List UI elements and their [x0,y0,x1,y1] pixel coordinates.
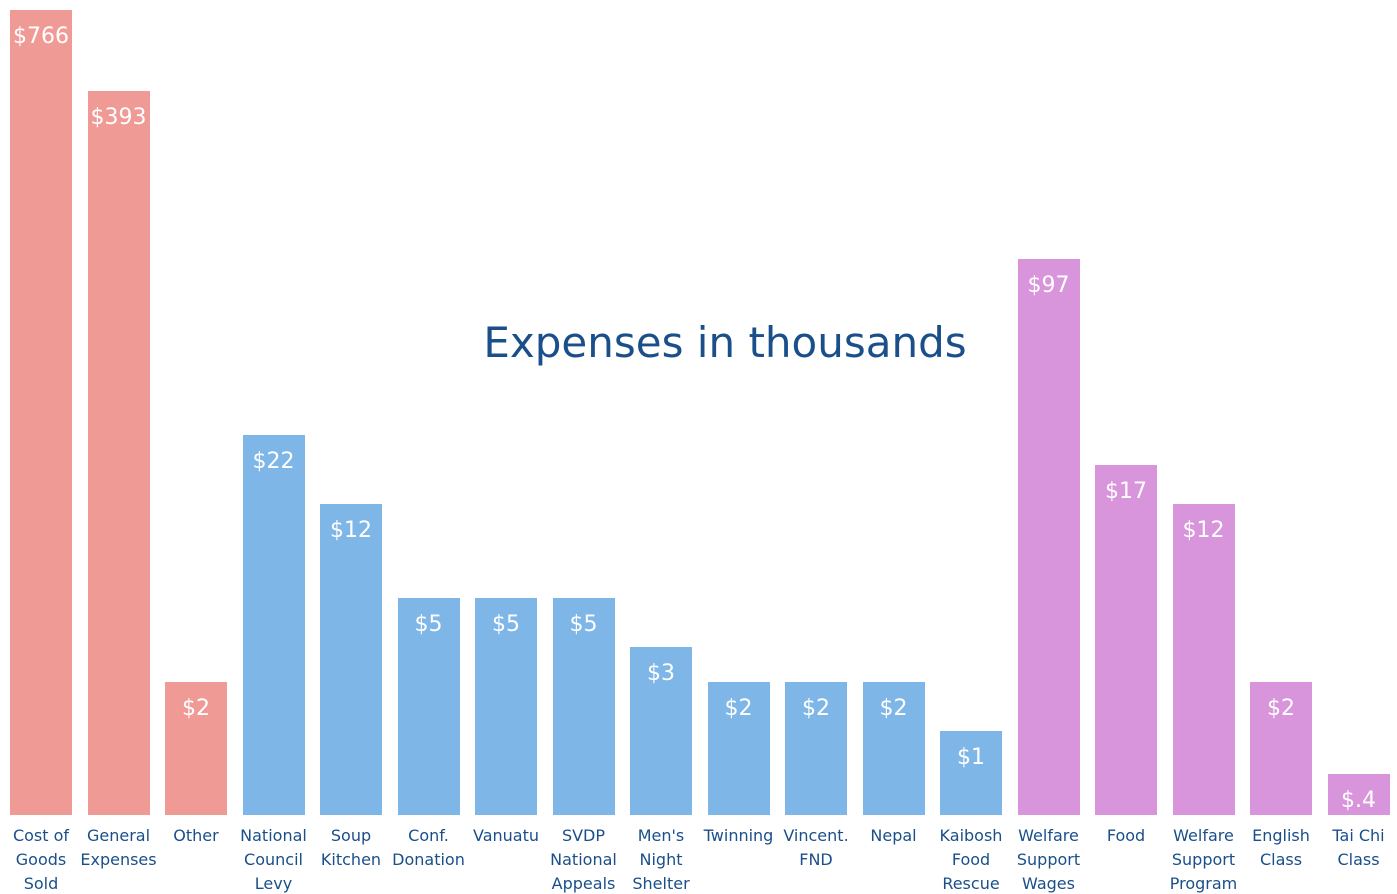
value-label: $2 [879,695,908,721]
bar [242,435,305,815]
x-tick-label: Soup Kitchen [320,826,382,869]
bar [1095,464,1157,815]
bar [320,504,382,815]
x-tick-label: Conf. Donation [392,826,465,869]
value-label: $.4 [1341,788,1376,814]
value-label: $5 [414,611,443,637]
x-tick-label: Vincent. FND [783,826,849,869]
x-tick-label: SVDP National Appeals [550,826,617,893]
x-tick-label: Vanuatu [472,826,539,845]
x-tick-label: Nepal [870,826,917,845]
bar [552,597,615,815]
x-tick-label: Welfare Support Program [1169,826,1238,893]
value-label: $2 [802,695,830,721]
bar [1017,259,1080,815]
value-label: $12 [1182,518,1225,544]
bar [785,681,847,815]
value-label: $12 [330,518,372,544]
x-tick-label: Men's Night Shelter [632,826,690,893]
value-label: $17 [1105,478,1147,504]
value-label: $97 [1027,273,1070,299]
bar [10,10,72,815]
x-tick-label: Food [1106,826,1146,845]
x-tick-label: Cost of Goods Sold [12,826,70,893]
bar [87,90,150,815]
x-tick-label: Tai Chi Class [1332,826,1385,869]
bar [1250,681,1312,815]
bar [707,681,770,815]
x-tick-label: General Expenses [80,826,157,869]
x-tick-label: Welfare Support Wages [1016,826,1081,893]
value-label: $2 [182,695,210,721]
bar [1327,774,1390,815]
value-label: $5 [569,611,598,637]
bar [940,730,1002,815]
bar [165,681,227,815]
value-label: $3 [647,660,675,686]
bar [475,597,537,815]
value-label: $22 [252,449,295,474]
x-tick-label: Other [173,826,219,845]
x-tick-label: Kaibosh Food Rescue [939,826,1003,893]
value-label: $2 [1267,695,1295,721]
value-label: $2 [724,695,753,721]
bar [630,646,692,815]
bar [862,681,925,815]
x-tick-label: English Class [1252,826,1310,869]
value-label: $1 [957,744,985,770]
chart-title: Expenses in thousands [483,318,967,367]
x-tick-label: Twinning [703,826,774,845]
value-label: $766 [13,24,69,49]
x-tick-label: National Council Levy [240,826,307,893]
bar [1172,504,1235,815]
value-label: $5 [492,611,520,637]
value-label: $393 [90,104,147,130]
bar [397,597,460,815]
